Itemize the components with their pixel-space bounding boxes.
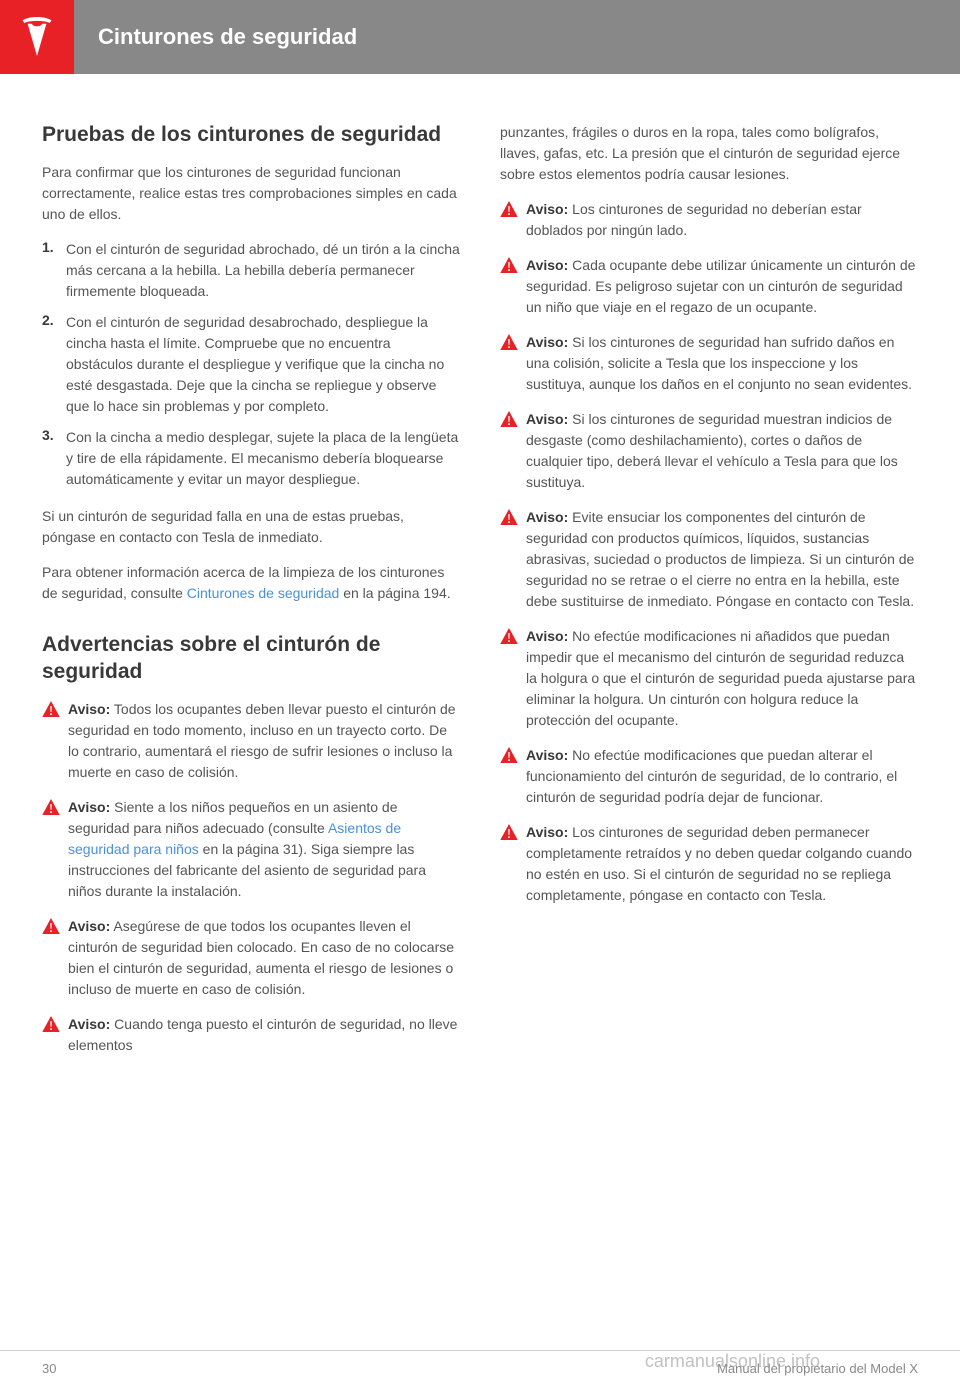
page-number: 30	[42, 1361, 56, 1376]
warning-triangle-icon	[42, 1016, 60, 1032]
warning-body: Aviso: Si los cinturones de seguridad ha…	[526, 332, 918, 395]
warning-body: Aviso: Asegúrese de que todos los ocupan…	[68, 916, 460, 1000]
warning-triangle-icon	[500, 201, 518, 217]
warning-triangle-icon	[42, 918, 60, 934]
warning-text-span: Asegúrese de que todos los ocupantes lle…	[68, 918, 454, 997]
warning-text-span: No efectúe modificaciones ni añadidos qu…	[526, 628, 915, 728]
paragraph: Para obtener información acerca de la li…	[42, 562, 460, 604]
warning-triangle-icon	[500, 509, 518, 525]
warning-triangle-icon	[500, 628, 518, 644]
warning-body: Aviso: Los cinturones de seguridad no de…	[526, 199, 918, 241]
warning-item: Aviso: No efectúe modificaciones ni añad…	[500, 626, 918, 731]
section-heading: Pruebas de los cinturones de seguridad	[42, 122, 460, 148]
warning-triangle-icon	[500, 257, 518, 273]
warning-item: Aviso: Asegúrese de que todos los ocupan…	[42, 916, 460, 1000]
page-header: Cinturones de seguridad	[0, 0, 960, 74]
left-column: Pruebas de los cinturones de seguridad P…	[42, 122, 460, 1070]
list-item: 2. Con el cinturón de seguridad desabroc…	[42, 312, 460, 417]
warning-text-span: Si los cinturones de seguridad han sufri…	[526, 334, 912, 392]
page-title: Cinturones de seguridad	[74, 0, 960, 74]
warning-text-span: Evite ensuciar los componentes del cintu…	[526, 509, 914, 609]
warning-item: Aviso: Evite ensuciar los componentes de…	[500, 507, 918, 612]
warning-body: Aviso: No efectúe modificaciones que pue…	[526, 745, 918, 808]
list-number: 3.	[42, 427, 66, 490]
right-column: punzantes, frágiles o duros en la ropa, …	[500, 122, 918, 1070]
paragraph: Si un cinturón de seguridad falla en una…	[42, 506, 460, 548]
warning-label: Aviso:	[526, 257, 568, 273]
tesla-logo-icon	[18, 17, 56, 57]
warning-triangle-icon	[500, 747, 518, 763]
warning-text-span: Todos los ocupantes deben llevar puesto …	[68, 701, 456, 780]
warning-item: Aviso: Cada ocupante debe utilizar única…	[500, 255, 918, 318]
warning-body: Aviso: No efectúe modificaciones ni añad…	[526, 626, 918, 731]
warning-body: Aviso: Los cinturones de seguridad deben…	[526, 822, 918, 906]
paragraph: punzantes, frágiles o duros en la ropa, …	[500, 122, 918, 185]
warning-item: Aviso: No efectúe modificaciones que pue…	[500, 745, 918, 808]
warning-label: Aviso:	[526, 334, 568, 350]
warning-triangle-icon	[500, 334, 518, 350]
list-text: Con la cincha a medio desplegar, sujete …	[66, 427, 460, 490]
warning-text-span: Los cinturones de seguridad no deberían …	[526, 201, 862, 238]
warning-text-span: Si los cinturones de seguridad muestran …	[526, 411, 898, 490]
warning-body: Aviso: Cada ocupante debe utilizar única…	[526, 255, 918, 318]
warning-triangle-icon	[500, 411, 518, 427]
text-span: en la página 194.	[339, 585, 450, 601]
warning-item: Aviso: Siente a los niños pequeños en un…	[42, 797, 460, 902]
section-heading: Advertencias sobre el cinturón de seguri…	[42, 632, 460, 685]
warning-label: Aviso:	[526, 411, 568, 427]
list-number: 1.	[42, 239, 66, 302]
list-item: 3. Con la cincha a medio desplegar, suje…	[42, 427, 460, 490]
warning-triangle-icon	[42, 701, 60, 717]
warning-text-span: No efectúe modificaciones que puedan alt…	[526, 747, 897, 805]
warning-label: Aviso:	[526, 201, 568, 217]
warning-text-span: Cuando tenga puesto el cinturón de segur…	[68, 1016, 457, 1053]
warning-item: Aviso: Si los cinturones de seguridad mu…	[500, 409, 918, 493]
warning-body: Aviso: Cuando tenga puesto el cinturón d…	[68, 1014, 460, 1056]
list-text: Con el cinturón de seguridad abrochado, …	[66, 239, 460, 302]
content-area: Pruebas de los cinturones de seguridad P…	[0, 74, 960, 1070]
warning-triangle-icon	[42, 799, 60, 815]
list-item: 1. Con el cinturón de seguridad abrochad…	[42, 239, 460, 302]
warning-label: Aviso:	[526, 509, 568, 525]
warning-text-span: Los cinturones de seguridad deben perman…	[526, 824, 912, 903]
warning-label: Aviso:	[68, 918, 110, 934]
warning-label: Aviso:	[526, 747, 568, 763]
warning-label: Aviso:	[68, 701, 110, 717]
link-text[interactable]: Cinturones de seguridad	[187, 585, 340, 601]
warning-item: Aviso: Todos los ocupantes deben llevar …	[42, 699, 460, 783]
warning-label: Aviso:	[526, 824, 568, 840]
warning-item: Aviso: Los cinturones de seguridad deben…	[500, 822, 918, 906]
warning-item: Aviso: Los cinturones de seguridad no de…	[500, 199, 918, 241]
intro-paragraph: Para confirmar que los cinturones de seg…	[42, 162, 460, 225]
warning-body: Aviso: Evite ensuciar los componentes de…	[526, 507, 918, 612]
warning-label: Aviso:	[68, 799, 110, 815]
warning-label: Aviso:	[526, 628, 568, 644]
warning-triangle-icon	[500, 824, 518, 840]
tesla-logo-box	[0, 0, 74, 74]
watermark: carmanualsonline.info	[645, 1351, 820, 1372]
warning-body: Aviso: Todos los ocupantes deben llevar …	[68, 699, 460, 783]
warning-text-span: Cada ocupante debe utilizar únicamente u…	[526, 257, 915, 315]
test-list: 1. Con el cinturón de seguridad abrochad…	[42, 239, 460, 490]
warning-item: Aviso: Si los cinturones de seguridad ha…	[500, 332, 918, 395]
warning-item: Aviso: Cuando tenga puesto el cinturón d…	[42, 1014, 460, 1056]
list-text: Con el cinturón de seguridad desabrochad…	[66, 312, 460, 417]
warning-body: Aviso: Siente a los niños pequeños en un…	[68, 797, 460, 902]
list-number: 2.	[42, 312, 66, 417]
warning-body: Aviso: Si los cinturones de seguridad mu…	[526, 409, 918, 493]
warning-label: Aviso:	[68, 1016, 110, 1032]
